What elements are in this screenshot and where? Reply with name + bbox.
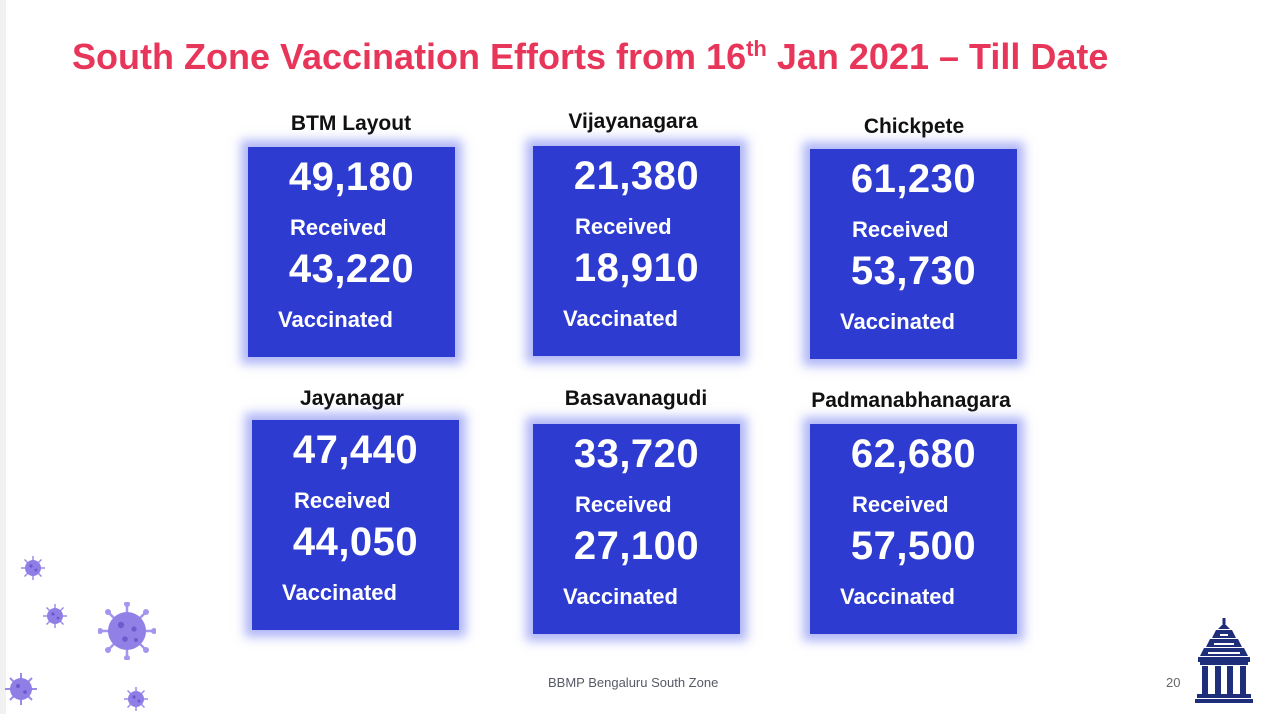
stat-card-chickpete: 61,230 Received 53,730 Vaccinated [810, 149, 1017, 359]
vaccinated-count: 57,500 [850, 524, 977, 568]
card-label-padmanabhanagara: Padmanabhanagara [811, 389, 1011, 412]
received-label: Received [294, 488, 391, 513]
stat-card-padmanabhanagara: 62,680 Received 57,500 Vaccinated [810, 424, 1017, 634]
card-label-btm-layout: BTM Layout [290, 112, 412, 135]
vaccinated-label: Vaccinated [282, 580, 397, 605]
received-count: 49,180 [288, 155, 415, 199]
card-label-jayanagar: Jayanagar [300, 387, 404, 410]
vaccinated-count: 27,100 [573, 524, 700, 568]
stat-card-vijayanagara: 21,380 Received 18,910 Vaccinated [533, 146, 740, 356]
received-count: 47,440 [292, 428, 419, 472]
stat-card-basavanagudi: 33,720 Received 27,100 Vaccinated [533, 424, 740, 634]
received-count: 61,230 [850, 157, 977, 201]
card-label-vijayanagara: Vijayanagara [568, 110, 698, 133]
vaccinated-count: 43,220 [288, 247, 415, 291]
slide-left-edge [0, 0, 6, 714]
vaccinated-count: 18,910 [573, 246, 700, 290]
card-label-basavanagudi: Basavanagudi [564, 387, 708, 410]
received-label: Received [290, 215, 387, 240]
card-label-chickpete: Chickpete [863, 115, 965, 138]
footer-text: BBMP Bengaluru South Zone [548, 675, 719, 690]
received-count: 21,380 [573, 154, 700, 198]
virus-icon [43, 604, 67, 628]
vaccinated-label: Vaccinated [840, 309, 955, 334]
virus-icon [98, 602, 156, 660]
virus-icon [5, 673, 37, 705]
slide-title: South Zone Vaccination Efforts from 16th… [72, 36, 1109, 77]
page-number: 20 [1166, 675, 1181, 690]
vaccinated-label: Vaccinated [563, 584, 678, 609]
received-count: 62,680 [850, 432, 977, 476]
vaccinated-label: Vaccinated [563, 306, 678, 331]
received-label: Received [852, 217, 949, 242]
vaccinated-count: 44,050 [292, 520, 419, 564]
vaccinated-label: Vaccinated [840, 584, 955, 609]
vaccinated-label: Vaccinated [278, 307, 393, 332]
bbmp-temple-logo-icon [1195, 618, 1253, 703]
received-label: Received [575, 492, 672, 517]
vaccinated-count: 53,730 [850, 249, 977, 293]
received-label: Received [852, 492, 949, 517]
received-count: 33,720 [573, 432, 700, 476]
virus-icon [21, 556, 45, 580]
stat-card-jayanagar: 47,440 Received 44,050 Vaccinated [252, 420, 459, 630]
virus-icon [124, 687, 148, 711]
received-label: Received [575, 214, 672, 239]
stat-card-btm-layout: 49,180 Received 43,220 Vaccinated [248, 147, 455, 357]
